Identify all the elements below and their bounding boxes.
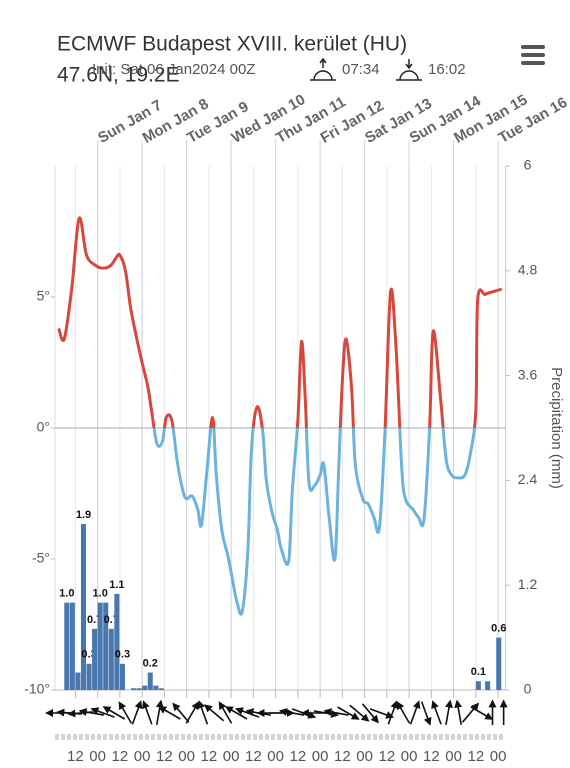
wind-arrow	[185, 701, 199, 724]
y2-tick-label: 2.4	[518, 471, 538, 487]
y2-tick-label: 0	[524, 681, 532, 697]
wind-arrow	[323, 708, 349, 716]
wind-arrow	[445, 699, 453, 725]
wind-arrow	[361, 703, 379, 724]
wind-arrow	[197, 700, 209, 725]
wind-arrow	[337, 706, 360, 720]
bar-value-label: 1.1	[109, 579, 124, 591]
wind-arrow	[204, 704, 225, 722]
x-tick-label: 12	[67, 748, 84, 765]
precipitation-bar	[131, 688, 137, 690]
sunrise-time: 07:34	[342, 61, 380, 78]
x-tick-label: 12	[290, 748, 307, 765]
x-tick-label: 00	[312, 748, 329, 765]
precipitation-bar	[119, 663, 125, 690]
wind-arrow	[349, 704, 370, 722]
x-tick-label: 00	[267, 748, 284, 765]
y2-tick-label: 4.8	[518, 262, 538, 278]
precipitation-bar	[142, 685, 148, 690]
bar-value-label: 1.9	[76, 509, 91, 521]
x-tick-label: 12	[379, 748, 396, 765]
title: ECMWF Budapest XVIII. kerület (HU)	[57, 33, 407, 56]
x-tick-label: 12	[334, 748, 351, 765]
x-tick-label: 12	[423, 748, 440, 765]
y-tick-label: -5°	[32, 550, 50, 566]
wind-arrow	[118, 701, 133, 724]
wind-arrow	[131, 700, 143, 725]
y2-tick-label: 3.6	[518, 366, 538, 382]
wind-arrow	[470, 706, 494, 720]
bar-value-label: 0.2	[143, 657, 158, 669]
precipitation-bar	[75, 672, 81, 690]
y2-tick-label: 6	[524, 157, 532, 173]
precipitation-bar	[158, 688, 164, 690]
wind-arrow	[102, 706, 126, 720]
x-tick-label: 12	[156, 748, 173, 765]
wind-arrow	[387, 700, 399, 725]
y-tick-label: 0°	[37, 419, 50, 435]
wind-arrow	[431, 700, 442, 725]
precipitation-bar	[147, 672, 153, 690]
wind-arrow	[454, 699, 463, 725]
x-tick-label: 00	[178, 748, 195, 765]
x-tick-label: 00	[89, 748, 106, 765]
wind-arrow	[409, 700, 421, 725]
wind-arrow	[369, 708, 395, 719]
x-tick-label: 12	[245, 748, 262, 765]
subtitle: 47.6N, 19.2E	[57, 64, 180, 87]
menu-button[interactable]	[521, 45, 545, 65]
sunset-time: 16:02	[428, 61, 466, 78]
y2-tick-label: 1.2	[518, 576, 538, 592]
precipitation-bar	[475, 681, 481, 690]
precipitation-bar	[114, 593, 120, 690]
sunrise-icon	[310, 57, 336, 81]
init-time: Init: Sat 06 Jan2024 00Z	[92, 61, 255, 78]
precipitation-bar	[108, 628, 114, 690]
x-tick-label: 00	[445, 748, 462, 765]
precipitation-bar	[92, 628, 98, 690]
wind-arrow	[158, 706, 181, 720]
x-tick-label: 00	[223, 748, 240, 765]
x-tick-label: 00	[356, 748, 373, 765]
wind-arrow	[278, 708, 305, 716]
sunset-icon	[396, 59, 422, 81]
wind-arrow	[461, 702, 480, 723]
wind-arrow	[172, 702, 190, 723]
temperature-line	[57, 216, 503, 616]
precipitation-bar	[153, 685, 159, 690]
precipitation-bar	[485, 681, 491, 690]
bar-value-label: 0.1	[471, 666, 486, 678]
x-tick-label: 12	[112, 748, 129, 765]
x-tick-label: 12	[467, 748, 484, 765]
bar-value-label: 1.0	[59, 588, 74, 600]
precipitation-bar	[69, 602, 75, 690]
bar-value-label: 1.0	[93, 588, 108, 600]
precipitation-bar	[97, 602, 103, 690]
precipitation-bar	[86, 663, 92, 690]
precipitation-bar	[80, 524, 87, 690]
y-tick-label: -10°	[24, 681, 50, 697]
wind-arrow	[142, 700, 153, 725]
y-tick-label: 5°	[37, 288, 50, 304]
bar-value-label: 0.3	[115, 649, 130, 661]
x-tick-label: 12	[201, 748, 218, 765]
wind-arrow	[396, 701, 411, 724]
precipitation-bar	[496, 637, 502, 690]
x-tick-label: 00	[401, 748, 418, 765]
x-tick-label: 00	[490, 748, 507, 765]
y2-axis-label: Precipitation (mm)	[548, 367, 565, 489]
wind-arrow	[420, 701, 432, 726]
bar-value-label: 0.6	[491, 623, 506, 635]
precipitation-bar	[136, 688, 142, 690]
x-tick-label: 00	[134, 748, 151, 765]
precipitation-bar	[64, 602, 70, 690]
precipitation-bar	[103, 602, 109, 690]
